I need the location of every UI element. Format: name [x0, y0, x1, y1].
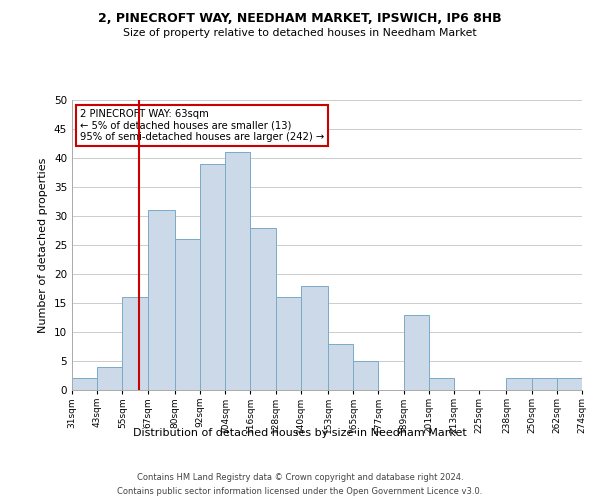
Text: Contains public sector information licensed under the Open Government Licence v3: Contains public sector information licen… — [118, 488, 482, 496]
Y-axis label: Number of detached properties: Number of detached properties — [38, 158, 49, 332]
Bar — [328, 344, 353, 390]
Text: Distribution of detached houses by size in Needham Market: Distribution of detached houses by size … — [133, 428, 467, 438]
Bar — [404, 314, 429, 390]
Bar — [122, 297, 148, 390]
Bar — [225, 152, 250, 390]
Bar — [532, 378, 557, 390]
Bar — [301, 286, 328, 390]
Bar — [429, 378, 454, 390]
Bar — [506, 378, 532, 390]
Bar — [175, 239, 200, 390]
Bar — [353, 361, 379, 390]
Bar — [250, 228, 275, 390]
Text: Contains HM Land Registry data © Crown copyright and database right 2024.: Contains HM Land Registry data © Crown c… — [137, 472, 463, 482]
Text: 2, PINECROFT WAY, NEEDHAM MARKET, IPSWICH, IP6 8HB: 2, PINECROFT WAY, NEEDHAM MARKET, IPSWIC… — [98, 12, 502, 26]
Text: Size of property relative to detached houses in Needham Market: Size of property relative to detached ho… — [123, 28, 477, 38]
Bar — [275, 297, 301, 390]
Bar — [97, 367, 122, 390]
Bar — [557, 378, 582, 390]
Bar — [148, 210, 175, 390]
Bar — [200, 164, 225, 390]
Text: 2 PINECROFT WAY: 63sqm
← 5% of detached houses are smaller (13)
95% of semi-deta: 2 PINECROFT WAY: 63sqm ← 5% of detached … — [80, 108, 324, 142]
Bar — [72, 378, 97, 390]
